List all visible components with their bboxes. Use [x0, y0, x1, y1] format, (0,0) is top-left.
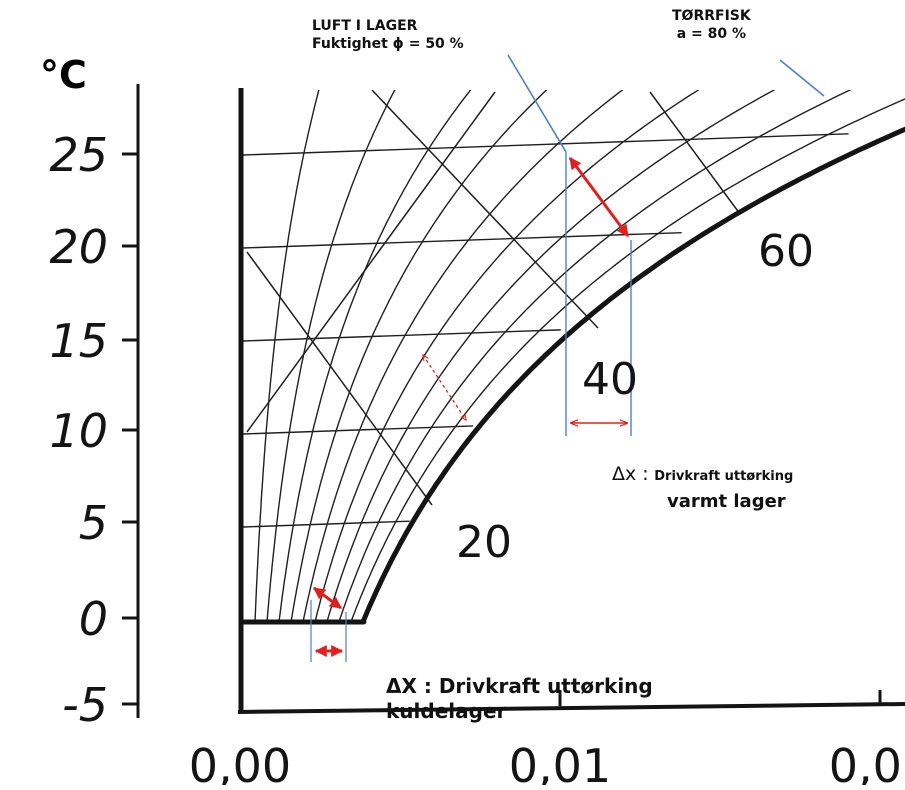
y-tick-label: -5: [62, 678, 108, 732]
activity-line-mid-a: [371, 90, 599, 329]
rh-curve-8: [338, 90, 852, 623]
y-tick-label: 15: [49, 314, 108, 368]
cold-store-vapour-arrow: [313, 586, 342, 610]
chart-annotations: [310, 54, 825, 662]
temp-line-25: [243, 133, 849, 156]
temp-line-10: [243, 425, 474, 435]
y-tick-label: 5: [79, 496, 108, 550]
cold-store-label: kuldelager: [386, 699, 507, 723]
cold-store-annotation: ΔX : Drivkraft uttørking kuldelager: [386, 674, 653, 724]
y-tick-label: 25: [49, 128, 108, 182]
rh-curve-6: [314, 90, 700, 623]
activity-line-high: [649, 91, 741, 215]
dry-fish-pointer: [779, 59, 825, 97]
temp-line-5: [243, 520, 410, 528]
rh-curve-label-20: 20: [456, 517, 512, 568]
temp-line-20: [243, 231, 682, 249]
rh-curve-5: [302, 90, 624, 623]
y-tick-label: 10: [49, 404, 108, 458]
saturation-curve: [243, 126, 905, 625]
y-tick-label: 0: [79, 592, 108, 646]
rh-curve-4: [290, 90, 548, 623]
y-axis-label: °C: [40, 53, 87, 97]
activity-line-mid-b: [246, 91, 496, 433]
dry-fish-activity: a = 80 %: [676, 25, 747, 42]
store-air-annotation: LUFT I LAGER Fuktighet ϕ = 50 %: [312, 18, 464, 53]
warm-driving-force-symbol: Δx :: [612, 463, 649, 485]
chart-curves: [243, 90, 905, 625]
rh-curve-1: [254, 90, 320, 622]
cold-driving-force-label: ΔX : Drivkraft uttørking: [386, 674, 653, 698]
x-tick-label: 0,01: [509, 739, 611, 785]
dotted-gradient-arrow: [423, 355, 466, 420]
rh-curve-3: [278, 90, 472, 622]
store-air-title: LUFT I LAGER: [312, 18, 418, 34]
rh-curve-9: [350, 98, 905, 623]
y-tick-label: 20: [49, 220, 108, 274]
warm-store-label: varmt lager: [667, 490, 786, 512]
chart-labels: -5 0 5 10 15 20 25 0,00 0,01 0,02 °C 20 40 60: [40, 53, 905, 790]
rh-curve-2: [266, 90, 396, 622]
activity-line-low: [246, 251, 433, 506]
rh-curve-label-40: 40: [582, 354, 638, 405]
x-axis: [237, 702, 905, 714]
store-air-pointer: [507, 54, 567, 153]
store-air-humidity: Fuktighet ϕ = 50 %: [312, 35, 464, 52]
dry-fish-annotation: TØRRFISK a = 80 %: [672, 8, 751, 43]
warm-store-vapour-arrow: [568, 157, 630, 237]
warm-driving-force-text: Drivkraft uttørking: [654, 469, 794, 484]
x-tick-label: 0,00: [189, 739, 291, 785]
warm-store-annotation: Δx : Drivkraft uttørking varmt lager: [612, 463, 793, 513]
dry-fish-title: TØRRFISK: [672, 8, 751, 24]
chart-axes: [122, 84, 905, 718]
warm-driving-force-line: Δx : Drivkraft uttørking: [612, 463, 793, 487]
rh-curve-7: [326, 90, 776, 623]
rh-curve-label-60: 60: [758, 226, 814, 277]
x-tick-label: 0,02: [829, 739, 905, 785]
temp-line-15: [243, 329, 561, 342]
